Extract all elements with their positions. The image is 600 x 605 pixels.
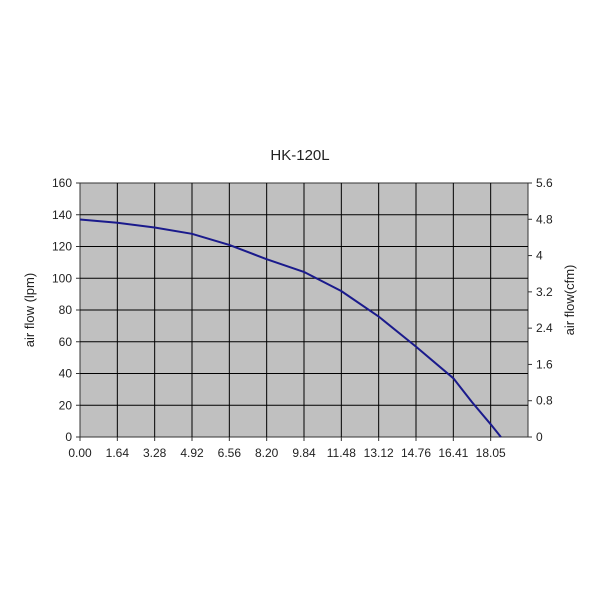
x-tick-label: 18.05 xyxy=(476,446,506,460)
y2-tick-label: 2.4 xyxy=(536,321,553,335)
chart-title: HK-120L xyxy=(270,147,329,164)
y2-tick-label: 4.8 xyxy=(536,212,553,226)
series-group xyxy=(79,218,502,438)
y2-tick-label: 3.2 xyxy=(536,285,553,299)
y2-axis-label: air flow(cfm) xyxy=(562,265,577,336)
y-tick-label: 40 xyxy=(59,367,73,381)
y-tick-label: 80 xyxy=(59,303,73,317)
axes: 0.00 1.64 3.28 4.92 6.56 8.20 9.84 11.48 13.12 14… xyxy=(52,176,553,460)
x-tick-label: 14.76 xyxy=(401,446,431,460)
x-tick-label: 11.48 xyxy=(327,446,356,460)
y2-tick-label: 4 xyxy=(536,249,543,263)
y2-tick-label: 0.8 xyxy=(536,394,553,408)
y-tick-label: 100 xyxy=(52,271,72,285)
x-tick-label: 4.92 xyxy=(180,446,204,460)
y-tick-label: 0 xyxy=(65,430,72,444)
y2-tick-label: 1.6 xyxy=(536,357,553,371)
x-tick-label: 6.56 xyxy=(218,446,242,460)
x-tick-label: 13.12 xyxy=(364,446,394,460)
x-tick-label: 8.20 xyxy=(255,446,279,460)
x-tick-label: 16.41 xyxy=(438,446,468,460)
y-tick-label: 120 xyxy=(52,240,72,254)
y-axis-label: air flow (lpm) xyxy=(22,273,37,347)
y2-tick-label: 5.6 xyxy=(536,176,553,190)
x-tick-label: 3.28 xyxy=(143,446,167,460)
y-tick-label: 160 xyxy=(52,176,72,190)
y-tick-label: 140 xyxy=(52,208,72,222)
gridlines xyxy=(80,183,528,437)
x-tick-label: 1.64 xyxy=(106,446,130,460)
y-tick-label: 20 xyxy=(59,398,73,412)
y-tick-label: 60 xyxy=(59,335,73,349)
x-tick-label: 0.00 xyxy=(68,446,92,460)
series-line xyxy=(79,218,502,438)
y2-tick-label: 0 xyxy=(536,430,543,444)
x-tick-label: 9.84 xyxy=(292,446,316,460)
